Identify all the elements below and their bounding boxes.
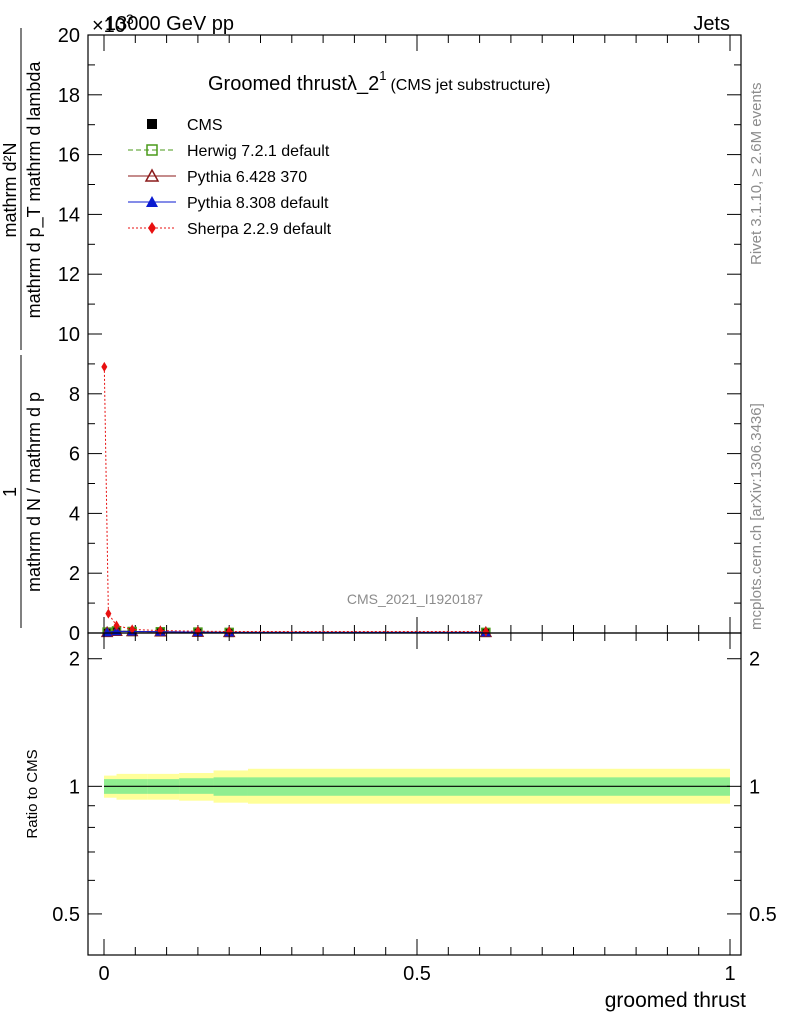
main-y-label: 1 mathrm d N / mathrm d p mathrm d²N mat… — [0, 28, 45, 628]
legend-entry: Pythia 8.308 default — [128, 195, 329, 212]
marker — [194, 626, 201, 637]
marker — [101, 361, 108, 372]
marker — [144, 168, 160, 182]
rivet-version-label: Rivet 3.1.10, ≥ 2.6M events — [748, 83, 765, 266]
marker — [113, 620, 120, 631]
y-exponent-label: ×103 — [92, 11, 134, 37]
ratio-y-tick-label-right: 1 — [749, 776, 760, 798]
marker — [146, 196, 158, 207]
svg-text:1: 1 — [0, 487, 20, 497]
main-x-ticks — [103, 35, 731, 633]
svg-text:mathrm d N / mathrm d p: mathrm d N / mathrm d p — [24, 392, 44, 592]
svg-text:mathrm d²N: mathrm d²N — [0, 142, 20, 237]
legend-entry: Pythia 6.428 370 — [128, 168, 307, 186]
x-tick-label: 0.5 — [403, 963, 431, 985]
marker — [148, 222, 156, 234]
main-plot-frame — [87, 34, 742, 634]
series-sherpa-2-2-9-default — [101, 361, 489, 637]
plot-title: Groomed thrustλ_21(CMS jet substructure) — [208, 68, 550, 95]
marker — [226, 626, 233, 637]
main-y-tick-label: 2 — [69, 563, 80, 585]
main-y-ticks: 0 2 4 6 8 10 12 14 16 18 20 — [58, 25, 741, 645]
main-y-tick-label: 12 — [58, 264, 80, 286]
main-y-tick-label: 20 — [58, 25, 80, 47]
process-label: Jets — [693, 13, 730, 35]
legend-label: Herwig 7.2.1 default — [187, 143, 330, 160]
legend-label: Sherpa 2.2.9 default — [187, 221, 332, 238]
ratio-y-label: Ratio to CMS — [24, 749, 41, 838]
energy-label: 13000 GeV pp — [105, 13, 234, 35]
main-y-tick-label: 14 — [58, 204, 80, 226]
main-y-tick-label: 4 — [69, 503, 80, 525]
legend-label: Pythia 6.428 370 — [187, 169, 307, 186]
marker — [147, 119, 157, 129]
ratio-y-tick-label: 0.5 — [52, 904, 80, 926]
legend-label: Pythia 8.308 default — [187, 195, 329, 212]
marker — [146, 144, 158, 156]
marker — [129, 624, 136, 635]
legend: CMS Herwig 7.2.1 default Pythia 6.428 370 P… — [128, 117, 332, 238]
marker — [105, 608, 112, 619]
x-axis-label: groomed thrust — [605, 989, 746, 1012]
main-y-tick-label: 6 — [69, 444, 80, 466]
main-y-tick-label: 10 — [58, 324, 80, 346]
main-y-tick-label: 8 — [69, 384, 80, 406]
marker — [102, 627, 113, 637]
legend-label: CMS — [187, 117, 223, 134]
ratio-y-tick-label: 1 — [69, 776, 80, 798]
main-y-tick-label: 16 — [58, 145, 80, 167]
mcplots-label: mcplots.cern.ch [arXiv:1306.3436] — [748, 403, 765, 630]
svg-text:mathrm d p_T mathrm d lambda: mathrm d p_T mathrm d lambda — [24, 61, 45, 319]
ratio-x-ticks: 0 0.5 1 — [98, 633, 736, 985]
main-y-tick-label: 0 — [69, 623, 80, 645]
main-y-tick-label: 18 — [58, 85, 80, 107]
ratio-y-tick-label-right: 2 — [749, 649, 760, 671]
x-tick-label: 1 — [724, 963, 735, 985]
marker — [482, 626, 489, 637]
ratio-y-tick-label: 2 — [69, 649, 80, 671]
legend-entry: Herwig 7.2.1 default — [128, 143, 330, 160]
ratio-y-ticks: 0.5 0.5 1 1 2 2 — [52, 649, 777, 926]
legend-entry: CMS — [147, 117, 223, 134]
ratio-y-tick-label-right: 0.5 — [749, 904, 777, 926]
x-tick-label: 0 — [98, 963, 109, 985]
ratio-plot-frame — [87, 632, 742, 956]
legend-entry: Sherpa 2.2.9 default — [128, 221, 332, 238]
analysis-id-label: CMS_2021_I1920187 — [347, 591, 483, 607]
